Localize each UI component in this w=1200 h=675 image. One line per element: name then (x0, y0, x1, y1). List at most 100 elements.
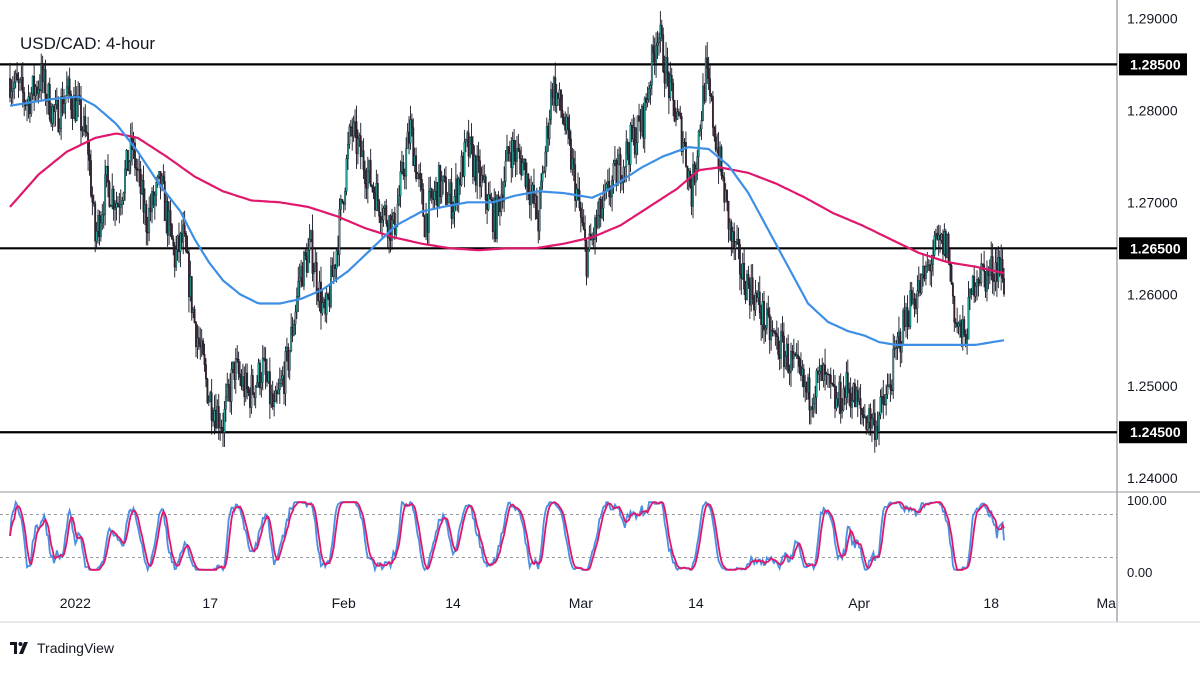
candle-body (433, 191, 436, 200)
candle-body (347, 144, 349, 159)
candle-body (284, 351, 287, 394)
candle-body (826, 373, 829, 375)
candle-body (981, 263, 984, 266)
candle-body (68, 78, 71, 95)
candle-body (794, 353, 797, 356)
candle-body (775, 333, 778, 337)
candle-body (781, 331, 784, 337)
candle-body (629, 125, 632, 165)
candle-body (784, 355, 787, 367)
candle-body (743, 263, 746, 290)
candle-body (239, 373, 241, 378)
candle-body (574, 164, 577, 201)
candle-body (655, 45, 658, 63)
candle-body (568, 128, 571, 140)
candle-body (464, 139, 467, 143)
candle-body (75, 100, 78, 121)
candle-body (832, 384, 835, 386)
candle-body (747, 274, 750, 285)
candle-body (247, 388, 250, 393)
candle-body (352, 122, 355, 137)
candle-body (834, 385, 836, 409)
candle-body (535, 195, 538, 219)
candle-body (737, 238, 740, 245)
candle-body (261, 357, 264, 383)
candle-body (660, 24, 663, 35)
candle-body (186, 251, 189, 253)
candle-body (892, 348, 895, 392)
candle-body (824, 364, 827, 375)
candle-body (1003, 278, 1005, 295)
candle-body (223, 409, 226, 433)
candle-body (751, 277, 754, 299)
candle-body (913, 298, 916, 309)
x-axis-labels: 2022 17 Feb 14 Mar 14 Apr 18 Ma (60, 595, 1116, 611)
candle-body (381, 219, 383, 223)
candle-body (480, 174, 483, 187)
candle-body (224, 396, 227, 410)
candle-body (273, 401, 276, 407)
candle-body (396, 204, 399, 225)
candle-body (841, 409, 844, 414)
candle-body (65, 86, 68, 97)
candle-body (572, 158, 575, 165)
candle-body (405, 148, 408, 177)
candle-body (80, 97, 82, 131)
candle-body (507, 146, 510, 154)
candle-body (339, 199, 342, 210)
candle-body (254, 386, 257, 398)
candle-body (648, 88, 650, 100)
candle-body (54, 104, 57, 112)
candle-body (205, 364, 207, 380)
candle-body (635, 142, 638, 155)
candle-body (612, 162, 615, 181)
candle-body (307, 250, 310, 273)
candle-body (88, 154, 91, 161)
candle-body (530, 191, 533, 205)
candle-body (263, 357, 266, 360)
candle-body (849, 392, 852, 408)
candle-body (773, 330, 775, 333)
candle-body (873, 412, 876, 441)
time-tick-label: 14 (688, 595, 704, 611)
candle-body (64, 95, 67, 104)
candle-body (734, 241, 737, 249)
candle-body (710, 95, 713, 97)
candle-body (415, 155, 418, 180)
candle-body (516, 148, 518, 162)
candle-body (210, 392, 213, 421)
candle-body (197, 337, 200, 344)
candle-body (554, 77, 557, 106)
oscillator-pane (0, 499, 1117, 574)
candle-body (594, 217, 596, 240)
candle-body (30, 93, 33, 114)
candle-body (236, 358, 239, 360)
candle-body (445, 176, 447, 205)
candle-body (721, 175, 724, 179)
candle-body (376, 183, 379, 202)
candle-body (420, 179, 423, 190)
candle-body (503, 181, 506, 202)
candle-body (746, 274, 748, 300)
time-tick-label: Ma (1097, 595, 1117, 611)
candle-body (126, 149, 129, 172)
candle-body (371, 185, 374, 188)
candle-body (697, 130, 700, 157)
price-tick-label: 1.28000 (1127, 102, 1178, 118)
candle-body (447, 194, 450, 204)
candle-body (490, 199, 493, 201)
candle-body (609, 196, 612, 198)
candle-body (355, 121, 358, 154)
candle-body (153, 195, 156, 206)
candle-body (782, 335, 785, 367)
candle-body (839, 381, 842, 414)
candle-body (726, 190, 729, 202)
candle-body (513, 140, 516, 152)
candle-body (295, 296, 298, 313)
candle-body (172, 238, 175, 246)
candle-body (315, 262, 318, 293)
candle-body (848, 388, 851, 394)
candle-body (366, 170, 369, 189)
candle-body (124, 168, 126, 194)
candle-body (422, 189, 425, 217)
